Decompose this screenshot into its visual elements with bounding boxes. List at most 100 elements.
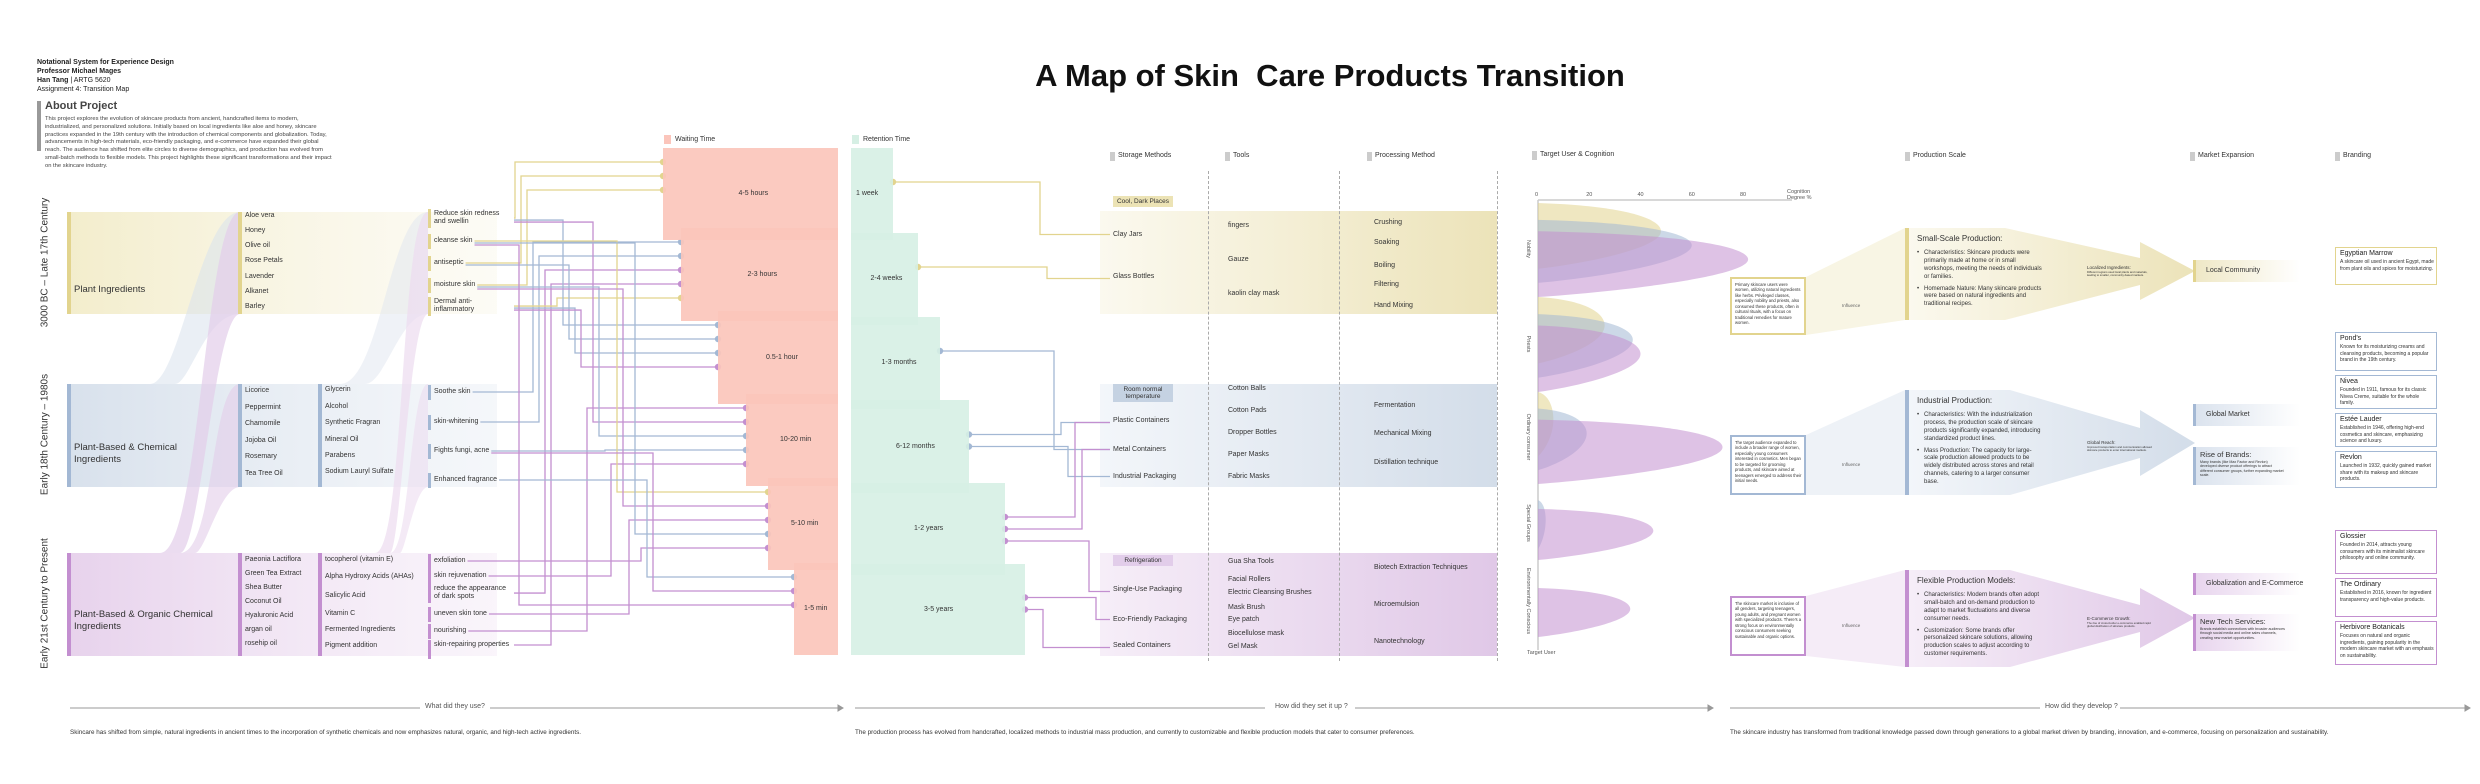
tool-item: Gua Sha Tools <box>1228 558 1274 565</box>
user-group-label: Nobility <box>1525 239 1531 259</box>
processing-item: Biotech Extraction Techniques <box>1374 564 1468 571</box>
waiting-block <box>768 478 838 570</box>
connector-line <box>477 189 663 286</box>
market-text: Brands establish connections with broade… <box>2200 627 2285 640</box>
tool-item: Cotton Balls <box>1228 385 1266 392</box>
function-bar <box>428 444 431 459</box>
user-group-label: Environmentally Conscious <box>1525 567 1531 635</box>
ingredient-item: Alcohol <box>325 403 348 410</box>
waiting-label: 2-3 hours <box>747 270 778 278</box>
function-item: skin rejuvenation <box>434 572 487 579</box>
retention-block <box>851 317 940 409</box>
professor: Professor Michael Mages <box>37 68 122 76</box>
brand-card <box>2335 578 2437 617</box>
tool-item: fingers <box>1228 222 1250 229</box>
connector-line <box>477 288 768 507</box>
tool-item: Gauze <box>1228 256 1249 263</box>
processing-item: Microemulsion <box>1374 601 1420 608</box>
connector-line <box>1025 596 1110 621</box>
era-bar <box>67 384 71 487</box>
branding-header: Branding <box>2335 152 2371 161</box>
cognition-lobe <box>1538 231 1749 297</box>
waiting-legend-swatch <box>664 135 671 144</box>
author-line: Han Tang | ARTG 5620 <box>37 77 111 85</box>
assignment: Assignment 4: Transition Map <box>37 86 130 94</box>
market-title: New Tech Services: <box>2200 617 2266 626</box>
tool-item: Mask Brush <box>1228 604 1265 611</box>
function-bar <box>428 607 431 622</box>
brand-name: Pond's <box>2340 335 2362 342</box>
connector-line <box>491 449 746 452</box>
era-label: Early 21st Century to Present <box>39 538 51 669</box>
production-bar <box>1905 570 1909 667</box>
storage-condition: Room normal temperature <box>1113 384 1173 402</box>
category-label: Plant Ingredients <box>74 284 146 295</box>
processing-item: Filtering <box>1374 281 1399 288</box>
credits: Notational System for Experience Design … <box>37 58 174 94</box>
ingredient-item: Peppermint <box>245 404 281 411</box>
market-box <box>2193 614 2300 651</box>
waiting-label: 4-5 hours <box>738 190 769 197</box>
cognition-lobe <box>1538 325 1641 392</box>
connector-line <box>488 463 746 577</box>
audience-box <box>1730 596 1806 656</box>
about-bar <box>37 101 41 151</box>
function-bar <box>428 415 431 430</box>
ingredient-item: Parabens <box>325 452 355 459</box>
market-title: Local Community <box>2206 267 2261 274</box>
audience-box <box>1730 277 1806 335</box>
processing-item: Boiling <box>1374 262 1396 269</box>
course-code: ARTG 5620 <box>73 77 111 85</box>
storage-condition: Refrigeration <box>1113 555 1173 566</box>
ingredient-item: Lavender <box>245 273 275 280</box>
connector-line <box>1005 448 1110 530</box>
production-header: Production Scale <box>1905 152 1966 161</box>
market-box <box>2193 573 2300 595</box>
waiting-label: 1-5 min <box>804 605 828 612</box>
influence-label: Influence <box>1842 462 1861 467</box>
tool-item: kaolin clay mask <box>1228 290 1280 297</box>
processing-item: Fermentation <box>1374 402 1416 409</box>
era-bar <box>238 553 242 656</box>
flow-text: The rise of cross-border e-commerce enab… <box>2087 621 2151 629</box>
audience-text: The target audience expanded to include … <box>1735 440 1802 484</box>
flow-title: Localized Ingredients: <box>2087 265 2131 270</box>
ingredient-item: Tea Tree Oil <box>245 470 283 477</box>
ribbon <box>160 212 240 553</box>
connector-line <box>969 445 1110 478</box>
processing-item: Distillation technique <box>1374 459 1439 466</box>
setup-era1-band <box>1100 211 1497 314</box>
processing-item: Nanotechnology <box>1374 638 1425 645</box>
storage-item: Metal Containers <box>1113 446 1166 453</box>
connector-line <box>514 309 718 368</box>
production-bullet: Characteristics: Modern brands often ado… <box>1917 592 2042 623</box>
connector-line <box>468 407 746 632</box>
era-bar <box>318 384 322 487</box>
connector-line <box>969 421 1110 436</box>
column-divider <box>1339 171 1340 661</box>
brand-name: Glossier <box>2340 533 2366 540</box>
function-item: Dermal anti-inflammatory <box>434 298 475 314</box>
ingredient-item: tocopherol (vitamin E) <box>325 556 394 563</box>
ingredient-item: Hyaluronic Acid <box>245 612 294 619</box>
function-bar <box>428 256 431 271</box>
waiting-block <box>746 394 838 486</box>
market-text: Many brands (like Max Factor and Revlon)… <box>2200 460 2284 478</box>
processing-item: Soaking <box>1374 239 1400 246</box>
connector-line <box>474 240 768 493</box>
ingredient-item: Jojoba Oil <box>245 437 277 444</box>
connector-line <box>514 221 746 423</box>
production-bullet: Customization: Some brands offer persona… <box>1917 628 2042 659</box>
waiting-block <box>663 148 838 240</box>
audience-text: Primary skincare users were women, utili… <box>1735 282 1801 326</box>
production-bullet: Characteristics: With the industrializat… <box>1917 412 2042 443</box>
category-label: Plant-Based & Chemical Ingredients <box>74 442 177 466</box>
production-panel-text: Flexible Production Models: Characteristi… <box>1917 576 2042 659</box>
market-title: Rise of Brands: <box>2200 450 2252 459</box>
ingredient-item: Licorice <box>245 387 270 394</box>
brand-desc: Founded in 1911, famous for its classic … <box>2340 387 2427 406</box>
course-name: Notational System for Experience Design <box>37 59 174 66</box>
brand-desc: Founded in 2014, attracts young consumer… <box>2340 542 2425 561</box>
function-item: exfoliation <box>434 557 466 564</box>
processing-header: Processing Method <box>1367 152 1435 161</box>
